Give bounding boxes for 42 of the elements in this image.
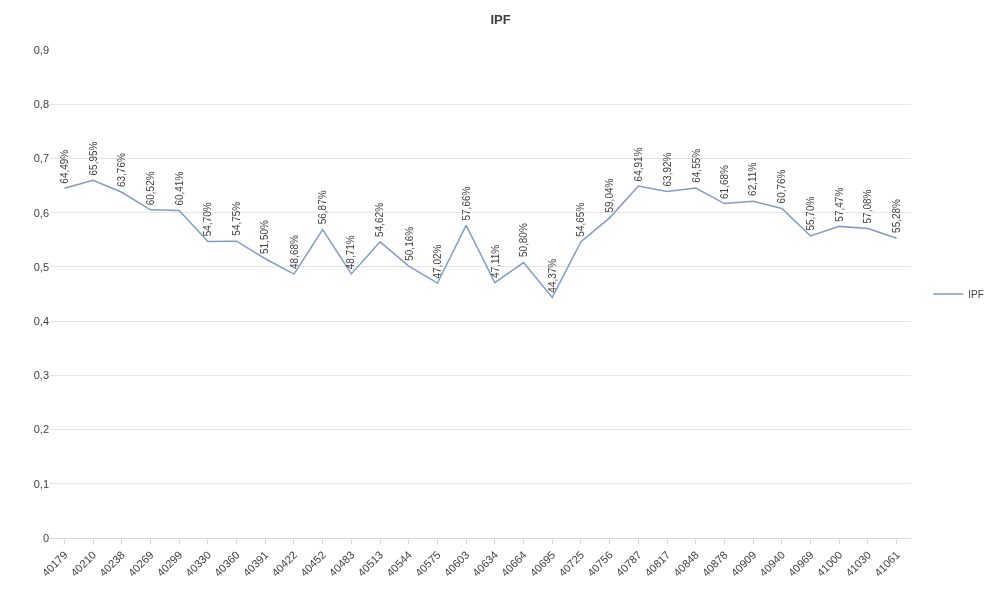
data-label: 47,11%: [489, 244, 501, 278]
data-label: 48,71%: [345, 235, 357, 270]
data-label: 56,87%: [317, 190, 329, 225]
y-tick-label: 0,3: [33, 369, 49, 382]
y-tick-label: 0,2: [33, 423, 49, 436]
data-label: 55,28%: [891, 198, 903, 233]
data-label: 50,16%: [403, 226, 415, 261]
chart-title: IPF: [490, 12, 511, 28]
data-label: 60,41%: [173, 171, 185, 206]
y-tick-label: 0,1: [33, 477, 49, 490]
data-label: 54,75%: [231, 201, 243, 236]
data-label: 64,55%: [690, 148, 702, 183]
data-label: 57,66%: [460, 186, 472, 221]
data-label: 48,68%: [288, 234, 300, 269]
y-tick-label: 0,8: [33, 98, 49, 111]
data-label: 60,52%: [144, 171, 156, 206]
y-tick-label: 0,6: [33, 206, 49, 219]
y-tick-label: 0,4: [33, 314, 49, 327]
data-label: 57,08%: [862, 189, 874, 224]
data-label: 50,80%: [518, 223, 529, 258]
y-tick-label: 0,7: [33, 152, 49, 165]
y-tick-label: 0,9: [33, 43, 49, 56]
data-label: 61,68%: [718, 164, 730, 200]
data-label: 57,47%: [833, 187, 845, 222]
data-label: 55,70%: [804, 196, 816, 231]
data-label: 63,92%: [661, 152, 673, 187]
data-label: 47,02%: [432, 244, 444, 279]
data-label: 64,49%: [59, 149, 71, 184]
y-tick-label: 0: [42, 531, 49, 544]
data-label: 65,95%: [87, 141, 99, 176]
data-label: 44,37%: [546, 258, 558, 293]
legend-label: IPF: [968, 288, 984, 300]
data-label: 54,62%: [374, 202, 386, 237]
y-tick-label: 0,5: [33, 260, 49, 273]
data-label: 62,11%: [747, 162, 759, 196]
data-label: 63,76%: [116, 153, 128, 188]
data-label: 51,50%: [259, 219, 271, 255]
data-label: 60,76%: [776, 169, 788, 204]
data-label: 64,91%: [633, 147, 645, 182]
data-label: 54,70%: [202, 202, 214, 237]
data-label: 59,04%: [603, 178, 615, 213]
data-label: 54,65%: [575, 202, 587, 237]
